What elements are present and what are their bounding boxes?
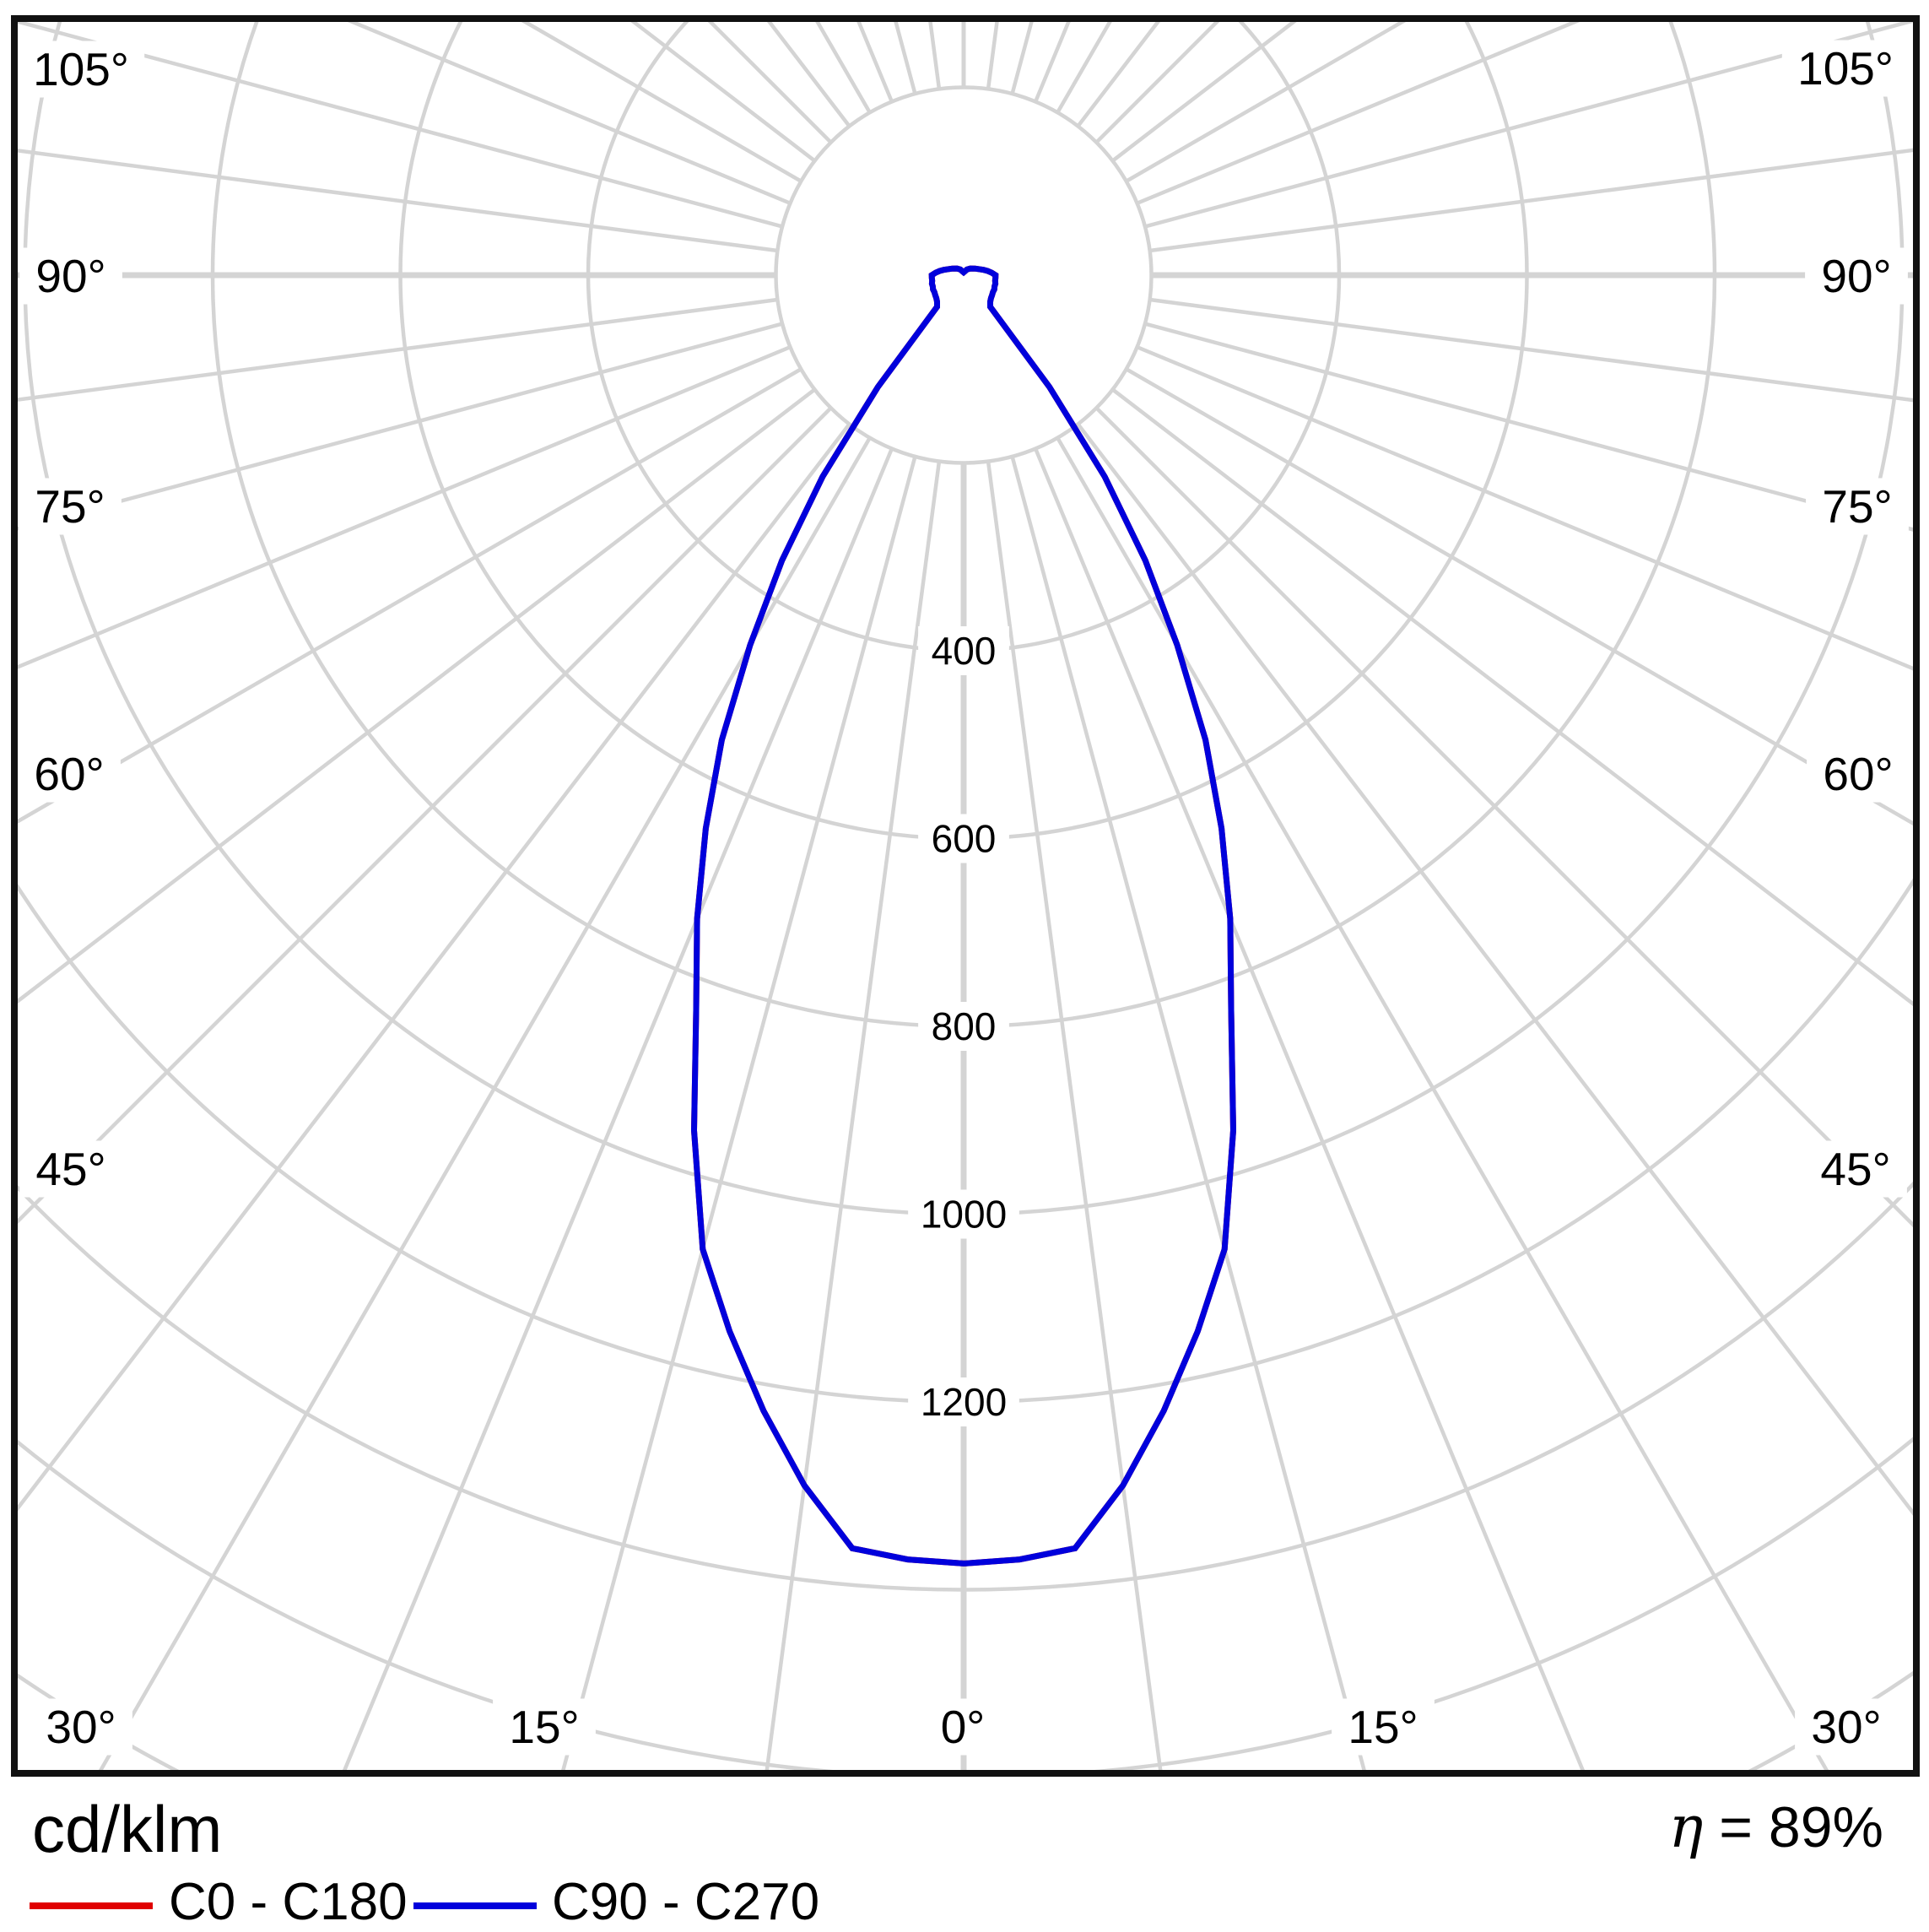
eta-symbol: η [1668, 1794, 1704, 1861]
radial-line-337.5 [341, 447, 894, 1773]
radial-line-330 [96, 436, 872, 1773]
radial-line-345 [560, 456, 917, 1773]
angle-label-4-mask [19, 1140, 122, 1198]
radial-line-75 [1144, 322, 1916, 533]
radial-line-300 [14, 367, 802, 826]
radial-line-82.5 [1149, 297, 1916, 403]
angle-label-1: 90° [35, 250, 105, 302]
radial-line-60 [1125, 367, 1916, 828]
efficiency-badge: η = 89% [1595, 1794, 1883, 1861]
radial-line-255 [14, 19, 783, 229]
radial-line-262.5 [14, 148, 778, 253]
radial-line-7.5 [986, 461, 1163, 1773]
ring-label-1200-mask [908, 1377, 1019, 1426]
angle-label-7-mask [923, 1698, 1002, 1756]
chart-frame [11, 15, 1920, 1777]
radial-line-97.5 [1149, 148, 1916, 253]
radial-line-187.5 [927, 19, 942, 89]
angle-label-8-mask [1332, 1698, 1435, 1756]
ring-label-1000: 1000 [921, 1193, 1007, 1237]
ring-label-1200: 1200 [921, 1380, 1007, 1424]
radial-line-30 [1056, 436, 1831, 1773]
angle-label-3-mask [18, 745, 121, 803]
angle-labels: 105° 90° 75° 60° 45° 30° 15° 0° 15° 30° 45° 60° 75° 9… [17, 40, 1910, 1756]
ring-label-600: 600 [932, 817, 997, 861]
radial-line-45 [1094, 406, 1916, 1231]
ring-label-600-mask [918, 814, 1009, 863]
angle-label-6-mask [493, 1698, 596, 1756]
radial-line-285 [14, 322, 783, 532]
angle-label-3: 60° [34, 748, 104, 800]
legend-label-c90-c270: C90 - C270 [552, 1873, 820, 1931]
radial-line-52.5 [1111, 387, 1916, 1009]
efficiency-value: = 89% [1703, 1795, 1883, 1859]
angle-label-7: 0° [941, 1701, 986, 1753]
angle-label-12-mask [1806, 478, 1909, 535]
angle-label-0-mask [17, 41, 145, 98]
legend-line-c0-c180 [30, 1902, 153, 1909]
legend-line-c90-c270 [413, 1902, 537, 1909]
ring-label-400-mask [918, 626, 1009, 675]
angle-label-4: 45° [35, 1143, 105, 1195]
radial-line-37.5 [1076, 423, 1916, 1521]
radial-line-120 [1125, 19, 1413, 183]
legend-label-c0-c180: C0 - C180 [169, 1873, 408, 1931]
radial-line-292.5 [14, 345, 792, 671]
radial-line-105 [1144, 19, 1916, 229]
angle-label-1-mask [19, 247, 122, 305]
angle-label-2-mask [19, 478, 122, 535]
ring-label-400: 400 [932, 629, 997, 673]
radial-line-322.5 [14, 423, 851, 1516]
angle-label-11: 60° [1823, 748, 1893, 800]
radial-line-277.5 [14, 297, 778, 403]
radial-line-315 [14, 406, 833, 1228]
curve-c90-c270 [690, 265, 1237, 1567]
radial-line-15 [1010, 456, 1367, 1773]
angle-label-9-mask [1795, 1698, 1898, 1756]
radial-line-240 [515, 19, 802, 183]
angle-label-5-mask [30, 1698, 132, 1756]
ring-label-800-mask [918, 1002, 1009, 1051]
angle-label-8: 15° [1348, 1701, 1418, 1753]
angle-label-12: 75° [1822, 480, 1892, 533]
radial-line-195 [893, 19, 917, 95]
radial-line-165 [1010, 19, 1035, 95]
radial-line-172.5 [986, 19, 1000, 89]
angle-label-0: 105° [33, 43, 129, 95]
angle-label-9: 30° [1811, 1701, 1881, 1753]
radial-line-247.5 [339, 19, 792, 205]
ring-labels: 400 600 800 1000 1200 [908, 626, 1019, 1426]
angle-label-10: 45° [1820, 1143, 1890, 1195]
ring-label-800: 800 [932, 1004, 997, 1048]
angle-label-2: 75° [35, 480, 105, 533]
angle-label-11-mask [1807, 745, 1910, 803]
radial-line-352.5 [765, 461, 942, 1773]
angle-label-13-mask [1805, 247, 1908, 305]
radial-line-22.5 [1034, 447, 1586, 1773]
angle-label-6: 15° [509, 1701, 579, 1753]
radial-line-307.5 [14, 387, 816, 1007]
ring-label-1000-mask [908, 1189, 1019, 1239]
angle-label-14: 105° [1797, 42, 1894, 95]
angle-label-14-mask [1781, 40, 1910, 97]
radial-line-112.5 [1136, 19, 1588, 205]
angle-label-10-mask [1804, 1140, 1907, 1198]
angle-label-5: 30° [46, 1701, 116, 1753]
unit-label: cd/klm [32, 1792, 223, 1866]
radial-line-67.5 [1136, 345, 1916, 673]
angle-label-13: 90° [1821, 250, 1891, 302]
